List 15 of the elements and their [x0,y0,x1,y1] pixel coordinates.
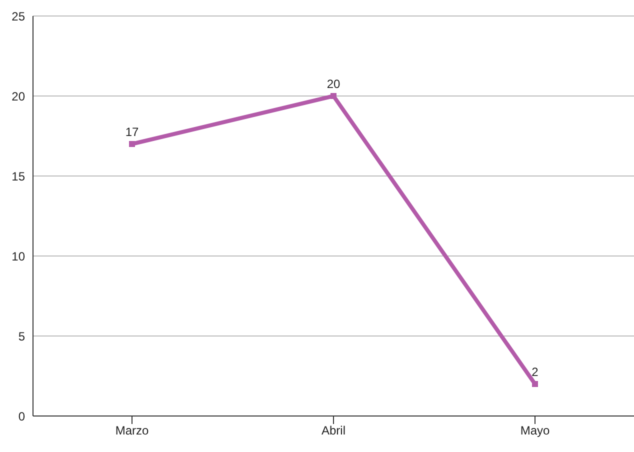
x-tick-label: Abril [321,424,346,438]
y-tick-label: 5 [18,329,26,344]
y-tick-label: 20 [12,89,26,104]
y-tick-label: 10 [12,249,26,264]
point [129,141,135,147]
data-label: 17 [125,125,139,139]
x-tick-label: Marzo [115,424,149,438]
data-label: 2 [532,365,539,379]
data-label: 20 [326,77,340,91]
point [330,93,336,99]
y-tick-label: 15 [12,169,26,184]
point [532,381,538,387]
y-tick-label: 0 [18,409,26,424]
x-tick-label: Mayo [520,424,550,438]
y-tick-label: 25 [12,9,26,24]
